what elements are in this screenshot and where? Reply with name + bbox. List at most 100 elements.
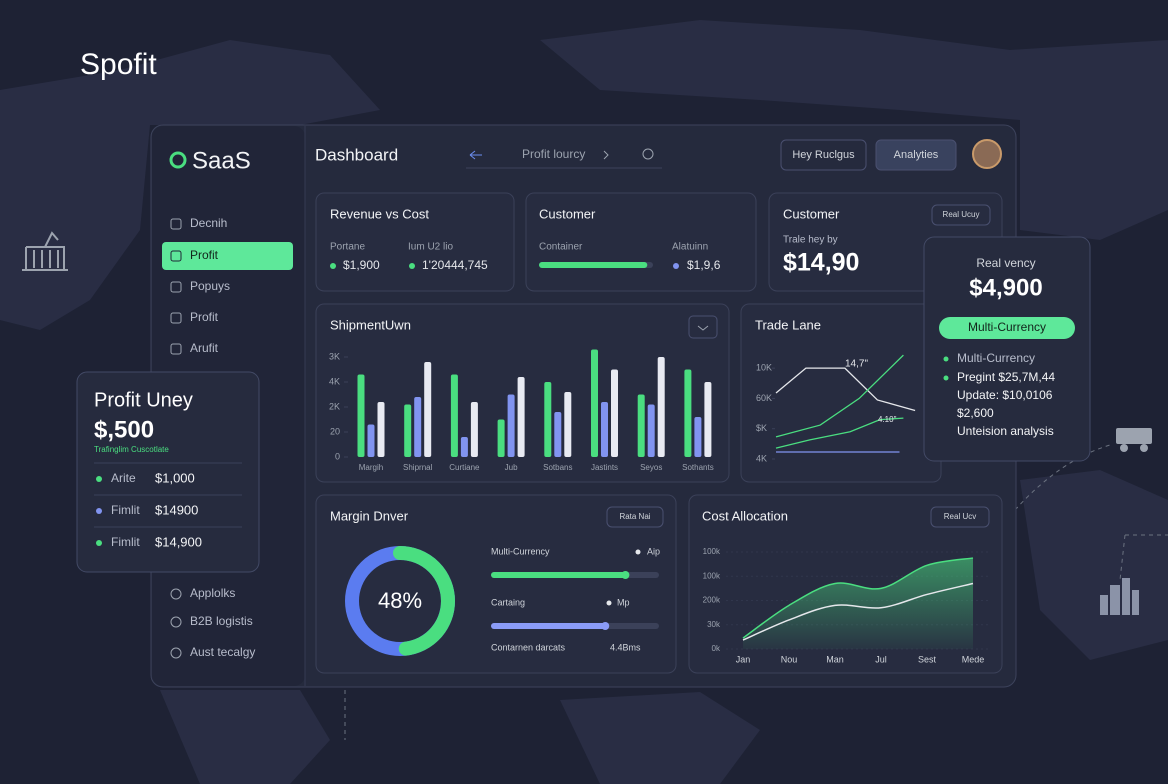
nav-icon (170, 588, 182, 600)
nav-item[interactable]: Applolks (190, 586, 235, 600)
icon-shape (1132, 590, 1139, 615)
bar (564, 392, 572, 457)
bar (377, 402, 385, 457)
status-dot (330, 263, 336, 269)
status-dot (96, 540, 102, 546)
donut-label: 48% (378, 588, 422, 613)
card-button[interactable] (930, 506, 990, 528)
metric-caption: Trale hey by (783, 235, 838, 246)
badge[interactable] (939, 317, 1075, 339)
icon-shape (1100, 595, 1108, 615)
bar (704, 382, 712, 457)
y-tick-label: 0k (712, 644, 721, 653)
icon-shape (1110, 585, 1120, 615)
continent (160, 690, 330, 784)
x-tick-label: Seyos (640, 463, 662, 472)
avatar[interactable] (972, 139, 1002, 169)
dropdown-icon (697, 325, 709, 331)
route-line (1014, 444, 1111, 511)
y-tick-label: 4K (329, 376, 340, 386)
continent (0, 40, 380, 330)
metric-value: $1,900 (343, 258, 380, 272)
bar (684, 369, 692, 457)
line-series (775, 417, 904, 449)
panel-title: Profit Uney (94, 389, 193, 411)
x-tick-label: Mede (962, 654, 985, 664)
building-icon (22, 231, 68, 271)
bar-tag: Mp (617, 597, 630, 607)
status-dot (96, 508, 102, 514)
icon-shape (1140, 444, 1148, 452)
search-field[interactable]: Profit lourcy (522, 147, 585, 161)
bar (424, 362, 432, 457)
line-series (775, 354, 904, 438)
nav-item[interactable]: B2B logistis (190, 614, 253, 628)
x-tick-label: Curtiane (449, 463, 480, 472)
back-arrow[interactable] (469, 150, 482, 160)
header-button[interactable] (780, 139, 867, 171)
nav-item[interactable]: Aust tecalgy (190, 645, 255, 659)
nav-item[interactable]: Arufit (190, 341, 219, 355)
y-tick-label: 200k (703, 596, 721, 605)
panel-item: $2,600 (957, 406, 994, 420)
route-line (1119, 534, 1168, 581)
y-tick-label: 4K (756, 453, 767, 463)
card-title: Trade Lane (755, 317, 821, 332)
chevron (603, 150, 609, 160)
metric-label: Alatuinn (672, 242, 708, 253)
card-button[interactable] (606, 506, 664, 528)
nav-icon (170, 616, 182, 628)
header-button[interactable] (875, 139, 957, 171)
content: Spofit SaaS Decnih Profit Popuys Profit Arufit… (76, 48, 1091, 688)
card-button-label: Real Ucv (944, 512, 976, 521)
nav-item[interactable]: Decnih (190, 216, 227, 230)
x-tick-label: Margih (359, 463, 383, 472)
nav-item[interactable]: Profit (190, 248, 219, 262)
y-tick-label: 100k (703, 547, 721, 556)
nav-icon (170, 647, 182, 659)
search-icon[interactable] (642, 148, 654, 160)
x-tick-label: Jan (736, 654, 751, 664)
header-button-label: Hey Ruclgus (792, 149, 855, 161)
annotation: 4.10" (878, 415, 897, 424)
card-title: Revenue vs Cost (330, 206, 429, 221)
status-dot (673, 263, 679, 269)
bar (367, 424, 375, 457)
metric-label: Ium U2 lio (408, 242, 453, 253)
y-tick-label: $K (756, 423, 767, 433)
truck-icon (1116, 428, 1152, 452)
status-dot (96, 476, 102, 482)
dropdown-button[interactable] (688, 315, 718, 339)
world-map (0, 20, 1168, 784)
nav-icon (170, 250, 182, 262)
y-tick-label: 30k (707, 620, 721, 629)
status-dot (943, 375, 949, 381)
progress-fill (539, 262, 648, 268)
card-button-label: Real Ucuy (943, 210, 980, 219)
bar-tag: Aip (647, 546, 660, 556)
y-tick-label: 100k (703, 571, 721, 580)
line-series (775, 367, 916, 412)
row-label: Arite (111, 471, 136, 485)
x-tick-label: Jul (875, 654, 887, 664)
nav-item[interactable]: Popuys (190, 279, 230, 293)
donut-arc (345, 546, 455, 656)
area-line (742, 582, 974, 641)
bar (591, 349, 598, 457)
panel-caption: Trafinglim Cuscotlate (94, 445, 169, 454)
bar (544, 382, 552, 457)
bar (637, 394, 645, 457)
row-label: Fimlit (111, 503, 140, 517)
panel-value: $4,900 (969, 274, 1042, 301)
bar (357, 374, 365, 457)
nav-active[interactable] (162, 242, 293, 270)
profit-panel (76, 371, 260, 573)
area-line (742, 557, 974, 639)
card-title: Cost Allocation (702, 508, 788, 523)
progress-knob (621, 571, 630, 579)
nav-item[interactable]: Profit (190, 310, 219, 324)
card-button[interactable] (931, 204, 991, 226)
bar (647, 404, 655, 457)
panel-caption: Real vency (976, 256, 1035, 270)
